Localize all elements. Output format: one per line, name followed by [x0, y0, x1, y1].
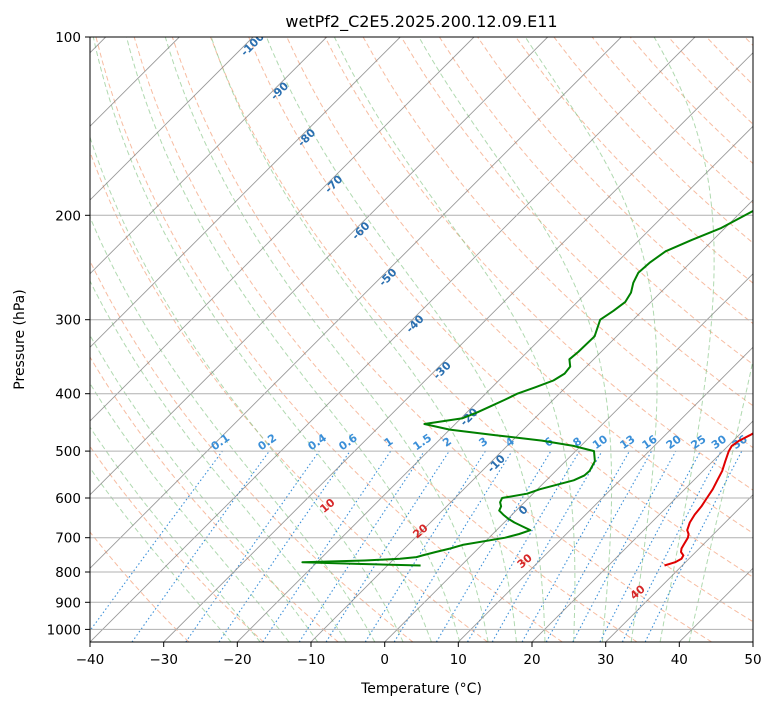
dry-adiabat — [90, 150, 488, 642]
dry-adiabat — [95, 37, 563, 642]
isotherm — [90, 37, 254, 201]
moist-adiabat — [92, 37, 432, 642]
plot-frame — [89, 36, 754, 643]
moist-adiabats — [90, 37, 753, 642]
x-tick-label: −20 — [223, 652, 252, 668]
x-tick-label: 50 — [744, 652, 761, 668]
dry-adiabat — [210, 37, 753, 623]
mixing-ratio-line — [185, 450, 320, 642]
x-tick-label: 30 — [597, 652, 614, 668]
isotherm — [531, 420, 753, 642]
y-tick-label: 500 — [55, 444, 81, 460]
moist-adiabat — [90, 382, 290, 642]
y-tick-label: 800 — [55, 565, 81, 581]
moist-adiabat — [266, 37, 546, 642]
isotherm — [605, 494, 753, 642]
mixing-ratio-line — [131, 450, 270, 642]
x-tick-label: −30 — [149, 652, 178, 668]
mixing-ratio-line — [572, 450, 677, 642]
mixing-ratio-line — [644, 450, 743, 642]
moist-adiabat — [653, 37, 715, 642]
x-tick-label: −10 — [297, 652, 326, 668]
mixing-ratio-line — [393, 450, 513, 642]
isotherms — [90, 37, 753, 642]
isotherm — [90, 37, 549, 496]
moist-adiabat — [90, 334, 319, 642]
dry-adiabat — [90, 445, 264, 642]
mixing-ratio-line — [262, 450, 392, 642]
moist-adiabat — [688, 358, 753, 642]
moist-adiabat — [90, 135, 404, 642]
y-axis-label: Pressure (hPa) — [12, 289, 28, 389]
isotherm — [163, 52, 753, 642]
y-tick-label: 200 — [55, 208, 81, 224]
isotherm — [236, 125, 753, 642]
mixing-ratio-line — [90, 450, 223, 632]
x-tick-label: 40 — [671, 652, 688, 668]
dry-adiabat — [324, 37, 753, 491]
moist-adiabat — [333, 37, 576, 642]
x-tick-label: −40 — [76, 652, 105, 668]
dry-adiabat — [400, 37, 753, 407]
temperature-profile-line — [664, 432, 753, 567]
isotherm — [90, 37, 475, 422]
dry-adiabat — [90, 356, 339, 642]
dry-adiabat — [90, 531, 190, 642]
y-tick-label: 300 — [55, 313, 81, 329]
dewpoint-profile-line — [301, 209, 753, 567]
isotherm — [90, 37, 696, 642]
y-tick-label: 400 — [55, 387, 81, 403]
dry-adiabat — [438, 37, 753, 366]
mixing-ratio-line — [218, 450, 351, 642]
moist-adiabat — [90, 467, 232, 642]
x-tick-label: 10 — [450, 652, 467, 668]
y-tick-label: 100 — [55, 30, 81, 46]
y-tick-label: 900 — [55, 595, 81, 611]
dry-adiabat — [248, 37, 753, 578]
moist-adiabat — [524, 37, 658, 642]
mixing-ratio-line — [521, 450, 630, 642]
dry-adiabat — [171, 37, 712, 642]
y-tick-label: 700 — [55, 531, 81, 547]
isotherm — [90, 37, 622, 569]
isotherm — [90, 37, 328, 275]
moist-adiabat — [164, 37, 489, 642]
moist-adiabat — [90, 215, 376, 642]
isotherm — [310, 199, 753, 642]
pressure-gridlines — [90, 37, 753, 630]
moist-adiabat — [210, 37, 517, 642]
x-tick-label: 20 — [523, 652, 540, 668]
isotherm — [457, 346, 753, 642]
moist-adiabat — [126, 37, 461, 642]
y-tick-label: 1000 — [47, 622, 81, 638]
mixing-ratio-line — [545, 450, 653, 642]
x-tick-label: 0 — [380, 652, 389, 668]
x-axis-label: Temperature (°C) — [360, 681, 482, 697]
sounding-series — [301, 209, 753, 567]
isotherm — [90, 37, 401, 348]
moist-adiabat — [90, 426, 261, 642]
dry-adiabat — [515, 37, 753, 284]
y-tick-label: 600 — [55, 491, 81, 507]
dry-adiabat — [133, 37, 638, 642]
moist-adiabat — [418, 37, 613, 642]
chart-title: wetPf2_C2E5.2025.200.12.09.E11 — [285, 12, 557, 32]
